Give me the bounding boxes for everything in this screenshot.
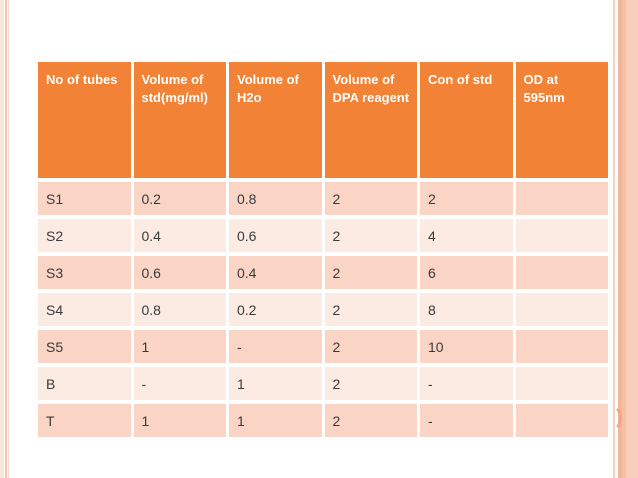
table-cell — [515, 219, 608, 252]
table-cell: 2 — [420, 182, 513, 215]
header-cell: OD at 595nm — [515, 62, 608, 178]
table-cell: 0.4 — [229, 256, 322, 289]
left-border-stripes — [0, 0, 11, 478]
table-cell: 2 — [324, 367, 417, 400]
table-cell: 0.6 — [133, 256, 226, 289]
table-cell: 1 — [229, 404, 322, 437]
table-cell: 0.8 — [133, 293, 226, 326]
table-cell: S4 — [38, 293, 131, 326]
header-cell: Volume of std(mg/ml) — [133, 62, 226, 178]
table-cell — [515, 293, 608, 326]
table-cell: 2 — [324, 182, 417, 215]
table-cell: 2 — [324, 404, 417, 437]
table-cell: 10 — [420, 330, 513, 363]
table-cell: 1 — [133, 330, 226, 363]
table-cell: - — [420, 367, 513, 400]
header-cell: Con of std — [420, 62, 513, 178]
table-cell: 1 — [229, 367, 322, 400]
right-border-stripes — [612, 0, 638, 478]
table-cell: 2 — [324, 330, 417, 363]
header-cell: Volume of H2o — [229, 62, 322, 178]
table-cell — [515, 182, 608, 215]
table-cell: 1 — [133, 404, 226, 437]
table-cell: 4 — [420, 219, 513, 252]
table-cell: B — [38, 367, 131, 400]
table-cell: 2 — [324, 293, 417, 326]
table-cell: S2 — [38, 219, 131, 252]
table-cell — [515, 404, 608, 437]
header-cell: Volume of DPA reagent — [324, 62, 417, 178]
table-cell: 0.8 — [229, 182, 322, 215]
table-cell: 6 — [420, 256, 513, 289]
table-cell: - — [420, 404, 513, 437]
table-cell: T — [38, 404, 131, 437]
table-cell: S1 — [38, 182, 131, 215]
page-marker-arc — [600, 404, 622, 432]
table-cell: S5 — [38, 330, 131, 363]
table-cell — [515, 256, 608, 289]
table-cell: 2 — [324, 219, 417, 252]
standards-table: No of tubes Volume of std(mg/ml) Volume of… — [38, 62, 608, 437]
table-cell: 0.4 — [133, 219, 226, 252]
table-cell: 8 — [420, 293, 513, 326]
table-cell — [515, 330, 608, 363]
header-cell: No of tubes — [38, 62, 131, 178]
table-cell: 0.6 — [229, 219, 322, 252]
table-cell: - — [229, 330, 322, 363]
table-cell — [515, 367, 608, 400]
table-cell: - — [133, 367, 226, 400]
table-cell: S3 — [38, 256, 131, 289]
table-cell: 0.2 — [133, 182, 226, 215]
table-cell: 0.2 — [229, 293, 322, 326]
table-cell: 2 — [324, 256, 417, 289]
